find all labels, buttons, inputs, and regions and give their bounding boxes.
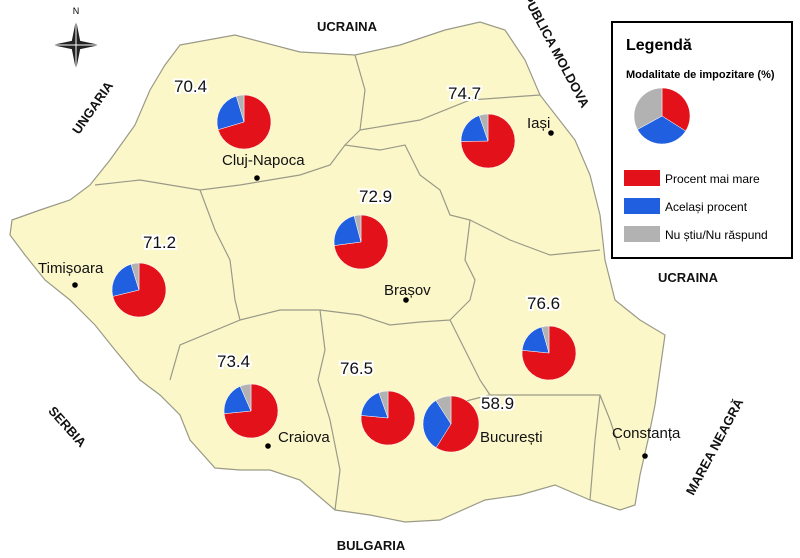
neighbor-label: UCRAINA — [658, 270, 719, 285]
city-label: Craiova — [278, 429, 330, 446]
city-label: Cluj-Napoca — [222, 152, 305, 169]
pie-slice — [378, 390, 389, 419]
legend-swatch — [624, 226, 660, 242]
neighbor-label: UCRAINA — [317, 19, 378, 34]
pie-slice — [541, 325, 550, 354]
city-dot — [265, 443, 271, 449]
pie-slice — [130, 262, 140, 291]
legend-swatch — [624, 170, 660, 186]
value-label: 76.5 — [340, 359, 373, 378]
compass: N — [52, 6, 100, 70]
pie-slice — [239, 383, 252, 412]
legend-label: Același procent — [665, 200, 748, 214]
value-label: 70.4 — [174, 77, 207, 96]
neighbor-label: BULGARIA — [337, 538, 406, 553]
legend-label: Nu știu/Nu răspund — [665, 228, 768, 242]
legend-label: Procent mai mare — [665, 172, 760, 186]
value-label: 72.9 — [359, 187, 392, 206]
pie-slice — [235, 94, 245, 123]
pie-slice — [478, 113, 489, 142]
city-dot — [72, 282, 78, 288]
city-label: București — [480, 429, 543, 446]
neighbor-label: MAREA NEAGRĂ — [683, 395, 747, 497]
city-dot — [548, 130, 554, 136]
pie-slice — [112, 262, 167, 318]
pie-slice — [435, 395, 452, 425]
pie-slice — [333, 215, 362, 246]
pie-slice — [353, 214, 362, 243]
region-border — [94, 54, 621, 511]
value-label: 58.9 — [481, 394, 514, 413]
city-dot — [403, 297, 409, 303]
value-label: 71.2 — [143, 233, 176, 252]
neighbor-label: UNGARIA — [69, 78, 116, 137]
value-label: 76.6 — [527, 294, 560, 313]
pie-slice — [216, 95, 245, 131]
city-label: Brașov — [384, 282, 431, 299]
legend-swatch — [624, 198, 660, 214]
legend-box — [611, 21, 793, 259]
pie-slice — [422, 400, 452, 449]
pie-slice — [435, 395, 480, 453]
legend-pie-slice — [633, 87, 663, 130]
city-label: Constanța — [612, 425, 681, 442]
city-label: Iași — [527, 115, 550, 132]
pie-slice — [217, 94, 272, 150]
city-dot — [642, 453, 648, 459]
city-label: Timișoara — [38, 260, 104, 277]
value-label: 73.4 — [217, 352, 250, 371]
legend-subtitle: Modalitate de impozitare (%) — [626, 69, 775, 81]
pie-slice — [111, 263, 140, 297]
compass-label: N — [73, 6, 80, 16]
value-label: 74.7 — [448, 84, 481, 103]
legend: Legendă Modalitate de impozitare (%) Pro… — [611, 21, 793, 259]
cities: Cluj-Napoca Iași Timișoara Brașov Craiov… — [38, 115, 681, 459]
neighbor-label: SERBIA — [45, 403, 89, 450]
city-dot — [254, 175, 260, 181]
legend-title: Legendă — [626, 37, 692, 54]
